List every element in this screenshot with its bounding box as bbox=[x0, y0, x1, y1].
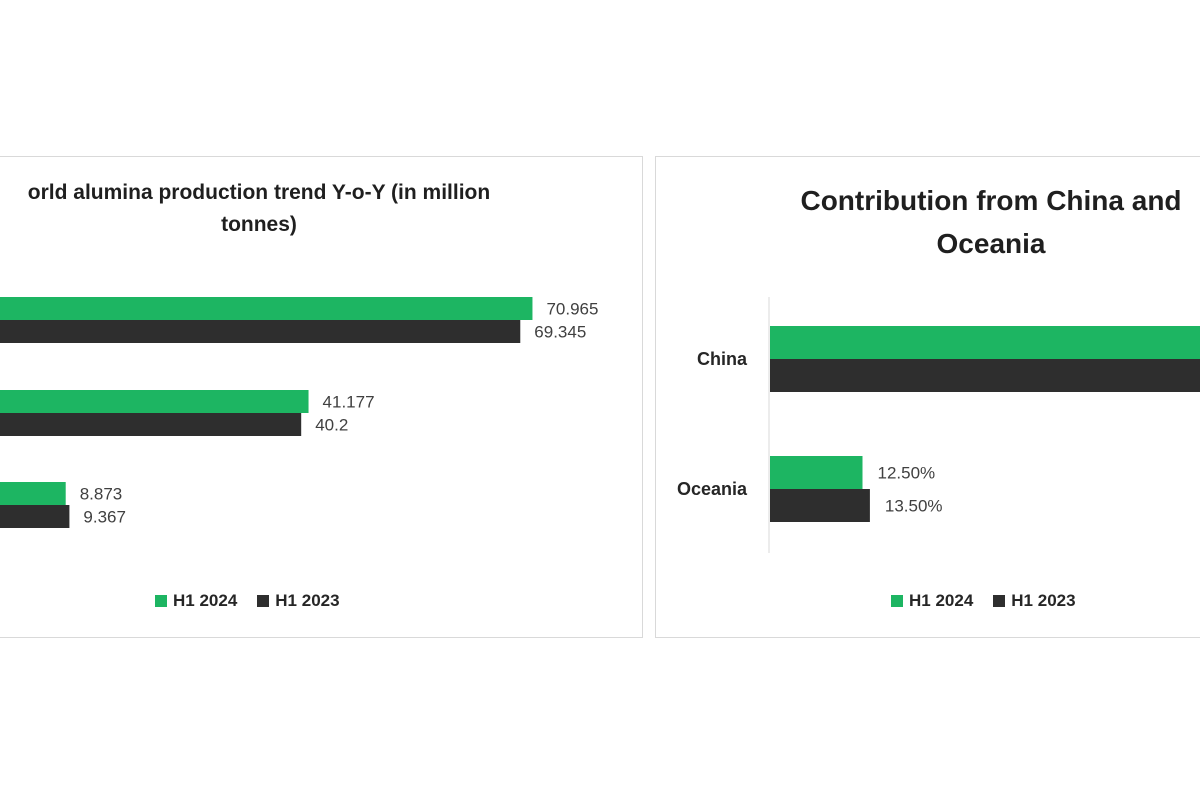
legend-swatch-h1-2023 bbox=[993, 595, 1006, 607]
legend-swatch-h1-2024 bbox=[891, 595, 903, 607]
chart-legend: H1 2024 H1 2023 bbox=[891, 591, 1076, 611]
data-label: 9.367 bbox=[83, 508, 126, 527]
contribution-chart: Contribution from China and Oceania Chin… bbox=[655, 156, 1200, 638]
chart-title-line-1: Contribution from China and bbox=[800, 185, 1182, 216]
bar-h1-2023 bbox=[770, 359, 1200, 392]
category-label: China bbox=[697, 349, 748, 369]
chart-title-line-2: tonnes) bbox=[221, 213, 297, 236]
legend-label-h1-2023: H1 2023 bbox=[1011, 591, 1076, 610]
data-label: 40.2 bbox=[315, 416, 348, 435]
legend-swatch-h1-2024 bbox=[155, 595, 167, 607]
legend-label-h1-2024: H1 2024 bbox=[909, 591, 974, 610]
category-label: Oceania bbox=[677, 479, 748, 499]
legend-item-h1-2023: H1 2023 bbox=[993, 591, 1076, 611]
bar-h1-2023 bbox=[770, 489, 870, 522]
production-trend-chart: orld alumina production trend Y-o-Y (in … bbox=[0, 156, 643, 638]
bar-h1-2023 bbox=[0, 505, 70, 528]
chart-title: orld alumina production trend Y-o-Y (in … bbox=[0, 177, 519, 241]
bar-h1-2023 bbox=[0, 320, 521, 343]
legend-item-h1-2023: H1 2023 bbox=[257, 591, 340, 611]
data-label: 12.50% bbox=[878, 464, 936, 483]
legend-item-h1-2024: H1 2024 bbox=[891, 591, 973, 611]
data-label: 13.50% bbox=[885, 497, 943, 516]
production-bars: 70.965 41.177 8.873 69.345 40.2 9.367 bbox=[0, 297, 598, 528]
chart-title-line-2: Oceania bbox=[936, 228, 1046, 259]
legend-label-h1-2024: H1 2024 bbox=[173, 591, 238, 610]
bar-h1-2024 bbox=[770, 456, 863, 489]
legend-swatch-h1-2023 bbox=[257, 595, 270, 607]
data-label: 8.873 bbox=[80, 485, 123, 504]
legend-label-h1-2023: H1 2023 bbox=[275, 591, 340, 610]
bar-h1-2024 bbox=[0, 482, 66, 505]
bar-h1-2024 bbox=[0, 297, 533, 320]
chart-title: Contribution from China and Oceania bbox=[741, 179, 1200, 265]
data-label: 70.965 bbox=[546, 300, 598, 319]
bar-h1-2024 bbox=[0, 390, 309, 413]
chart-legend: H1 2024 H1 2023 bbox=[155, 591, 340, 611]
legend-item-h1-2024: H1 2024 bbox=[155, 591, 237, 611]
contribution-bars: China Oceania 12.50% 13.50% bbox=[677, 297, 1200, 553]
chart-title-line-1: orld alumina production trend Y-o-Y (in … bbox=[27, 181, 491, 204]
data-label: 69.345 bbox=[534, 323, 586, 342]
bar-h1-2024 bbox=[770, 326, 1200, 359]
data-label: 41.177 bbox=[323, 393, 375, 412]
bar-h1-2023 bbox=[0, 413, 302, 436]
